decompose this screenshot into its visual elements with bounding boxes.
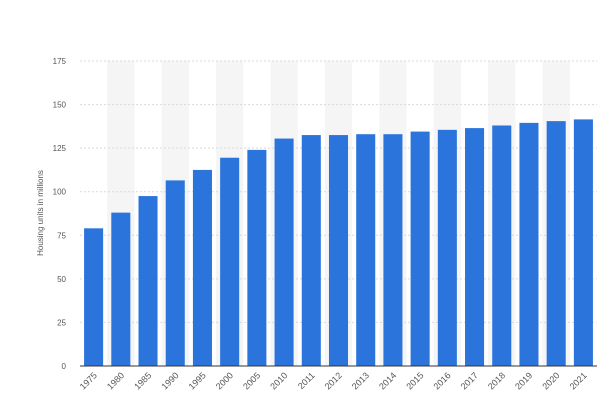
y-axis-ticks: 0 25 50 75 100 125 150 175 (53, 57, 67, 371)
bar (138, 196, 158, 366)
x-tick-label: 2018 (486, 370, 507, 391)
bars (84, 119, 593, 366)
bar (274, 138, 294, 366)
x-tick-label: 2015 (404, 370, 425, 391)
bar (220, 157, 240, 366)
bar (492, 125, 512, 366)
x-tick-label: 2019 (513, 370, 534, 391)
x-tick-label: 1995 (187, 370, 208, 391)
x-tick-label: 1990 (159, 370, 180, 391)
bar (328, 135, 349, 366)
x-tick-label: 2017 (459, 370, 480, 391)
bar (84, 228, 104, 366)
x-tick-label: 2005 (241, 370, 262, 391)
bar (437, 129, 457, 366)
x-tick-label: 2021 (568, 370, 589, 391)
x-tick-label: 2020 (540, 370, 561, 391)
y-tick-label: 75 (57, 231, 66, 240)
x-tick-label: 2014 (377, 370, 398, 391)
y-tick-label: 175 (53, 57, 67, 66)
y-tick-label: 150 (53, 101, 67, 110)
bar (247, 149, 267, 366)
x-tick-label: 1985 (132, 370, 153, 391)
x-axis-ticks: 1975 1980 1985 1990 1995 2000 2005 2010 2011 2012… (78, 370, 589, 391)
y-tick-label: 0 (62, 362, 67, 371)
x-tick-label: 1975 (78, 370, 99, 391)
x-tick-label: 2016 (432, 370, 453, 391)
bar (301, 135, 321, 366)
bar (111, 212, 131, 366)
bar (573, 119, 593, 366)
bar (465, 128, 485, 366)
bar (519, 122, 539, 366)
bar (192, 169, 212, 366)
bar (165, 180, 185, 366)
x-tick-label: 1980 (105, 370, 126, 391)
y-tick-label: 25 (57, 318, 66, 327)
x-tick-label: 2000 (214, 370, 235, 391)
y-tick-label: 125 (53, 144, 67, 153)
bar (546, 121, 566, 366)
bar (383, 134, 403, 366)
bar (410, 131, 430, 366)
x-tick-label: 2010 (268, 370, 289, 391)
y-tick-label: 100 (53, 188, 67, 197)
x-tick-label: 2011 (296, 370, 317, 391)
y-axis-label: Housing units in millions (36, 170, 45, 256)
y-tick-label: 50 (57, 275, 66, 284)
x-tick-label: 2012 (323, 370, 344, 391)
x-tick-label: 2013 (350, 370, 371, 391)
bar (356, 134, 376, 366)
